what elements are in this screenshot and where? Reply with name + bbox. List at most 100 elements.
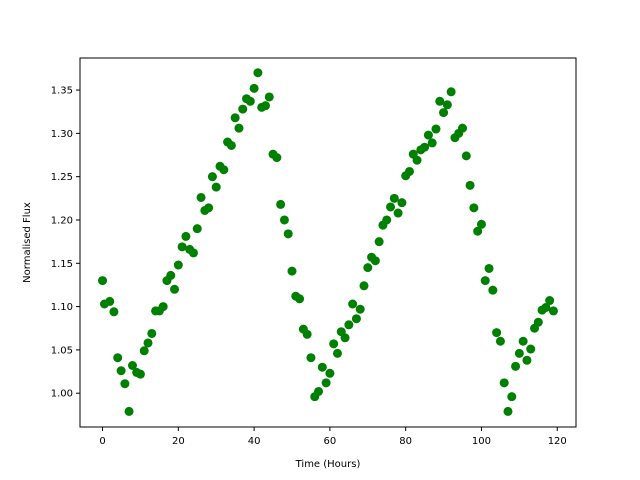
x-axis-ticks: 0 20 40 60 80 100 120: [99, 427, 567, 447]
data-point: [272, 153, 282, 163]
data-point: [188, 248, 198, 258]
data-point: [420, 142, 430, 152]
x-axis-label: Time (Hours): [295, 459, 361, 470]
data-point: [351, 314, 361, 324]
data-point: [325, 368, 335, 378]
data-point: [124, 406, 134, 416]
y-axis-ticks: 1.00 1.05 1.10 1.15 1.20 1.25 1.30 1.35: [51, 86, 80, 400]
data-point: [204, 203, 214, 213]
data-point: [473, 226, 483, 236]
data-point: [211, 182, 221, 192]
data-point: [423, 130, 433, 140]
data-point: [386, 202, 396, 212]
data-point: [245, 96, 255, 106]
data-point: [332, 348, 342, 358]
data-point: [344, 320, 354, 330]
data-point: [514, 348, 524, 358]
data-point: [340, 333, 350, 343]
data-point: [283, 229, 293, 239]
data-point: [492, 328, 502, 338]
y-tick-label: 1.25: [51, 172, 73, 183]
data-point: [177, 242, 187, 252]
data-points: [98, 68, 558, 416]
data-point: [442, 100, 452, 110]
data-point: [287, 266, 297, 276]
data-point: [321, 378, 331, 388]
data-point: [526, 344, 536, 354]
data-point: [503, 406, 513, 416]
y-tick-label: 1.10: [51, 302, 73, 313]
data-point: [548, 306, 558, 316]
x-tick-label: 100: [472, 436, 491, 447]
data-point: [404, 166, 414, 176]
data-point: [363, 263, 373, 273]
y-tick-label: 1.05: [51, 345, 73, 356]
data-point: [461, 151, 471, 161]
data-point: [465, 180, 475, 190]
data-point: [276, 199, 286, 209]
x-tick-label: 40: [248, 436, 261, 447]
data-point: [480, 276, 490, 286]
data-point: [541, 302, 551, 312]
data-point: [499, 378, 509, 388]
data-point: [359, 281, 369, 291]
y-axis-label: Normalised Flux: [22, 202, 33, 283]
data-point: [249, 83, 259, 93]
data-point: [374, 237, 384, 247]
data-point: [105, 296, 115, 306]
x-tick-label: 120: [548, 436, 567, 447]
data-point: [295, 294, 305, 304]
data-point: [355, 304, 365, 314]
data-point: [469, 203, 479, 213]
x-tick-label: 80: [399, 436, 412, 447]
data-point: [435, 96, 445, 106]
data-point: [113, 353, 123, 363]
data-point: [446, 87, 456, 97]
plot-frame: [79, 57, 577, 428]
data-point: [488, 285, 498, 295]
data-point: [127, 361, 137, 370]
data-point: [397, 198, 407, 208]
data-point: [382, 215, 392, 225]
data-point: [393, 208, 403, 218]
data-point: [234, 123, 244, 133]
data-point: [170, 284, 180, 294]
data-point: [317, 362, 327, 372]
data-point: [196, 192, 206, 202]
data-point: [279, 215, 289, 225]
data-point: [314, 386, 324, 396]
data-point: [139, 346, 149, 356]
data-point: [348, 299, 358, 309]
data-point: [207, 172, 217, 182]
data-point: [230, 113, 240, 123]
data-point: [158, 302, 168, 312]
data-point: [181, 231, 191, 241]
data-point: [219, 165, 229, 175]
x-tick-label: 20: [172, 436, 185, 447]
data-point: [518, 336, 528, 346]
x-tick-label: 0: [99, 436, 105, 447]
data-point: [116, 366, 126, 376]
data-point: [260, 101, 270, 111]
data-point: [120, 379, 130, 389]
data-point: [439, 108, 449, 118]
data-point: [458, 123, 468, 133]
y-tick-label: 1.35: [51, 86, 73, 97]
data-point: [147, 328, 157, 338]
y-tick-label: 1.30: [51, 129, 73, 140]
y-tick-label: 1.00: [51, 389, 73, 400]
data-point: [264, 92, 274, 102]
data-point: [143, 338, 153, 348]
data-point: [329, 339, 339, 349]
data-point: [302, 329, 312, 339]
data-point: [192, 224, 202, 234]
y-tick-label: 1.15: [51, 259, 73, 270]
data-point: [522, 355, 532, 365]
data-point: [238, 104, 248, 114]
data-point: [427, 138, 437, 148]
data-point: [484, 263, 494, 273]
data-point: [507, 392, 517, 402]
data-point: [109, 307, 119, 317]
data-point: [476, 219, 486, 229]
